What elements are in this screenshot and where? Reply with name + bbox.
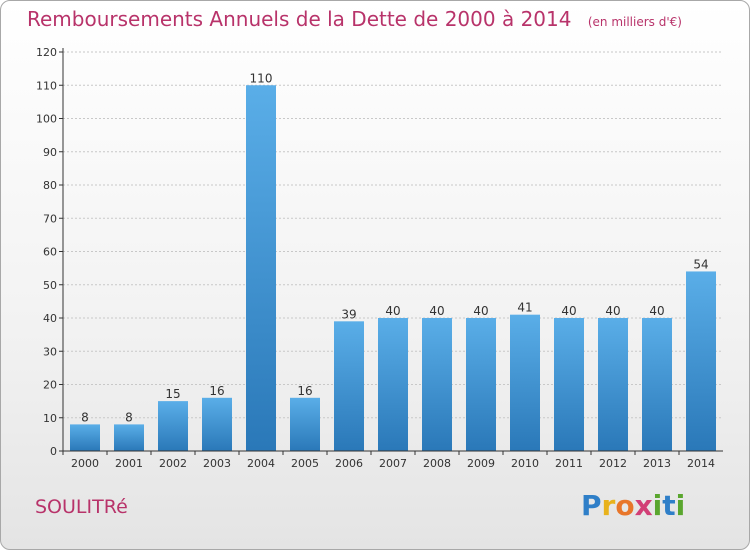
logo-letter: r (601, 489, 616, 522)
bar (598, 318, 628, 451)
x-tick-label: 2003 (203, 457, 231, 470)
y-tick-label: 100 (36, 113, 57, 126)
bar (158, 401, 188, 451)
y-tick-label: 40 (43, 312, 57, 325)
x-tick-label: 2001 (115, 457, 143, 470)
data-label: 40 (473, 304, 488, 318)
bar (466, 318, 496, 451)
commune-name: SOULITRé (35, 496, 128, 518)
x-tick-label: 2005 (291, 457, 319, 470)
bar (334, 321, 364, 451)
bar (642, 318, 672, 451)
bar (510, 314, 540, 451)
y-tick-label: 80 (43, 179, 57, 192)
bar (290, 397, 320, 451)
y-tick-label: 30 (43, 345, 57, 358)
data-label: 54 (693, 257, 708, 271)
x-tick-label: 2000 (71, 457, 99, 470)
x-tick-label: 2009 (467, 457, 495, 470)
x-tick-label: 2012 (599, 457, 627, 470)
bar (378, 318, 408, 451)
data-label: 8 (81, 410, 89, 424)
y-tick-label: 90 (43, 146, 57, 159)
data-label: 39 (341, 307, 356, 321)
data-label: 110 (250, 71, 273, 85)
data-label: 40 (605, 304, 620, 318)
data-label: 15 (165, 387, 180, 401)
chart-title-text: Remboursements Annuels de la Dette de 20… (27, 7, 572, 31)
logo-letter: x (634, 489, 653, 522)
logo-letter: o (615, 489, 635, 522)
data-label: 16 (297, 384, 312, 398)
x-tick-label: 2004 (247, 457, 275, 470)
x-tick-label: 2014 (687, 457, 715, 470)
y-tick-label: 20 (43, 379, 57, 392)
labels: 0 10 20 30 40 50 60 70 80 90 100 110 120 8 2000 8 2001 15… (36, 46, 715, 470)
data-label: 41 (517, 301, 532, 315)
proxiti-logo[interactable]: Proxiti (581, 489, 685, 522)
logo-letter: i (675, 489, 686, 522)
bar (70, 424, 100, 451)
y-tick-label: 60 (43, 246, 57, 259)
logo-letter: i (652, 489, 663, 522)
x-tick-label: 2011 (555, 457, 583, 470)
y-tick-label: 70 (43, 212, 57, 225)
data-label: 40 (561, 304, 576, 318)
data-label: 40 (649, 304, 664, 318)
x-tick-label: 2008 (423, 457, 451, 470)
data-label: 16 (209, 384, 224, 398)
logo-letter: P (581, 489, 602, 522)
x-tick-label: 2006 (335, 457, 363, 470)
bars (70, 85, 716, 451)
chart-title: Remboursements Annuels de la Dette de 20… (27, 7, 682, 31)
y-tick-label: 120 (36, 46, 57, 59)
x-tick-label: 2010 (511, 457, 539, 470)
y-tick-label: 0 (50, 445, 57, 458)
bar (246, 85, 276, 451)
logo-letter: t (662, 489, 676, 522)
y-tick-label: 110 (36, 79, 57, 92)
y-tick-label: 50 (43, 279, 57, 292)
bar (422, 318, 452, 451)
x-tick-label: 2007 (379, 457, 407, 470)
x-tick-label: 2013 (643, 457, 671, 470)
axes (59, 48, 723, 455)
y-tick-label: 10 (43, 412, 57, 425)
data-label: 40 (385, 304, 400, 318)
bar (114, 424, 144, 451)
bar (554, 318, 584, 451)
chart-unit: (en milliers d'€) (587, 15, 682, 29)
x-tick-label: 2002 (159, 457, 187, 470)
bar (686, 271, 716, 451)
data-label: 40 (429, 304, 444, 318)
bar (202, 397, 232, 451)
data-label: 8 (125, 410, 133, 424)
